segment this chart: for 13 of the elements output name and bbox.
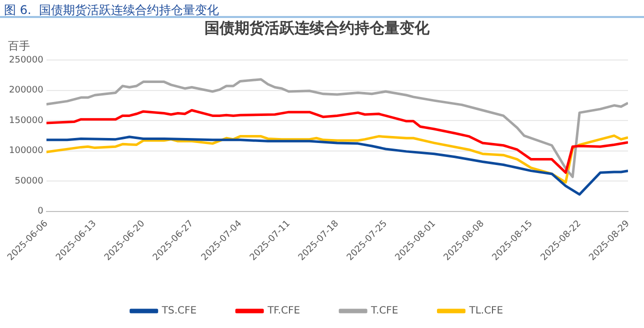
legend-label: TF.CFE [266,306,300,317]
y-axis-title: 百手 [8,39,30,52]
legend-label: T.CFE [370,306,398,317]
y-tick-label: 250000 [8,55,44,66]
y-tick-label: 100000 [8,146,44,156]
y-tick-label: 50000 [14,176,44,186]
y-tick-label: 200000 [8,86,44,96]
legend-label: TS.CFE [160,306,197,317]
chart-title: 国债期货活跃连续合约持仓量变化 [204,18,430,37]
y-tick-label: 150000 [8,116,44,126]
y-tick-label: 0 [38,206,44,217]
caption: 图 6. 国债期货活跃连续合约持仓量变化 [0,0,644,18]
legend-label: TL.CFE [468,306,504,317]
